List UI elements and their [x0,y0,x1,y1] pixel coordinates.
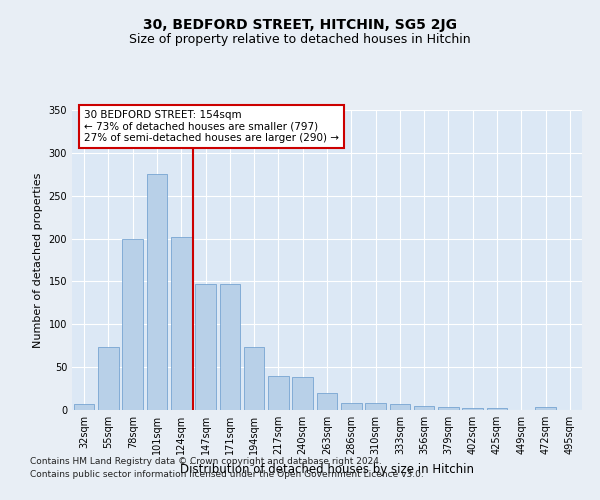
Bar [122,238,143,410]
Bar [74,404,94,410]
Bar [438,408,459,410]
Bar [268,376,289,410]
X-axis label: Distribution of detached houses by size in Hitchin: Distribution of detached houses by size … [180,462,474,475]
Text: 30 BEDFORD STREET: 154sqm
← 73% of detached houses are smaller (797)
27% of semi: 30 BEDFORD STREET: 154sqm ← 73% of detac… [84,110,339,143]
Bar [365,403,386,410]
Bar [463,408,483,410]
Text: 30, BEDFORD STREET, HITCHIN, SG5 2JG: 30, BEDFORD STREET, HITCHIN, SG5 2JG [143,18,457,32]
Bar [244,348,265,410]
Bar [98,348,119,410]
Bar [535,408,556,410]
Text: Contains public sector information licensed under the Open Government Licence v3: Contains public sector information licen… [30,470,424,479]
Bar [487,408,508,410]
Bar [146,174,167,410]
Bar [317,393,337,410]
Bar [195,284,216,410]
Bar [341,403,362,410]
Bar [389,404,410,410]
Text: Size of property relative to detached houses in Hitchin: Size of property relative to detached ho… [129,32,471,46]
Bar [220,284,240,410]
Y-axis label: Number of detached properties: Number of detached properties [33,172,43,348]
Text: Contains HM Land Registry data © Crown copyright and database right 2024.: Contains HM Land Registry data © Crown c… [30,458,382,466]
Bar [171,237,191,410]
Bar [414,406,434,410]
Bar [292,378,313,410]
